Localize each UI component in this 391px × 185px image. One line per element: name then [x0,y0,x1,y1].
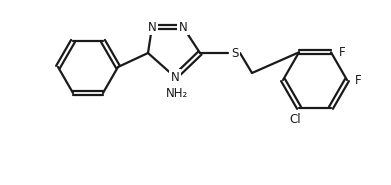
Text: F: F [355,73,361,87]
Text: N: N [179,21,187,33]
Text: N: N [148,21,156,33]
Text: Cl: Cl [289,113,301,126]
Text: F: F [339,46,345,59]
Text: N: N [170,70,179,83]
Text: S: S [231,46,239,60]
Text: NH₂: NH₂ [166,87,188,100]
